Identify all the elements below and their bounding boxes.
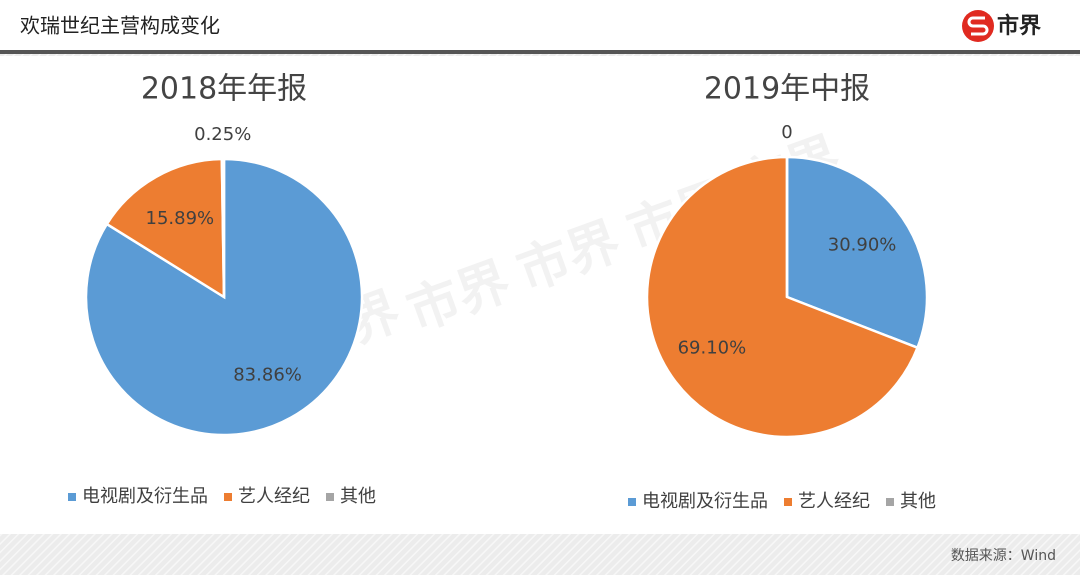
pie-slice	[645, 155, 920, 439]
data-label: 69.10%	[678, 337, 747, 358]
data-label: 83.86%	[233, 364, 302, 385]
pie-slice	[105, 157, 226, 300]
source-note: 数据来源：Wind	[951, 548, 1056, 564]
pie-slice	[785, 155, 929, 350]
legend-label: 电视剧及衍生品	[82, 486, 208, 507]
legend-label: 艺人经纪	[238, 486, 310, 507]
header-rule	[0, 50, 1080, 54]
logo: 市界	[962, 10, 1041, 42]
legend-swatch	[326, 493, 334, 501]
legend-swatch	[628, 498, 636, 506]
header-title: 欢瑞世纪主营构成变化	[20, 14, 220, 38]
legend-label: 其他	[340, 486, 376, 507]
data-label: 30.90%	[828, 235, 897, 256]
legend-label: 电视剧及衍生品	[642, 491, 768, 512]
data-label: 0	[781, 122, 792, 143]
legend-swatch	[784, 498, 792, 506]
data-label: 15.89%	[146, 208, 215, 229]
pie-slice	[84, 157, 364, 437]
legend-label: 其他	[900, 491, 936, 512]
logo-text: 市界	[997, 13, 1041, 39]
chart-title: 2018年年报	[141, 72, 307, 107]
chart-title: 2019年中报	[704, 72, 870, 107]
legend-swatch	[886, 498, 894, 506]
legend-swatch	[224, 493, 232, 501]
logo-mark	[967, 16, 989, 36]
legend-swatch	[68, 493, 76, 501]
pie-slice	[220, 157, 226, 298]
header-bar	[0, 0, 1080, 52]
legend-label: 艺人经纪	[798, 491, 870, 512]
data-label: 0.25%	[194, 124, 251, 145]
